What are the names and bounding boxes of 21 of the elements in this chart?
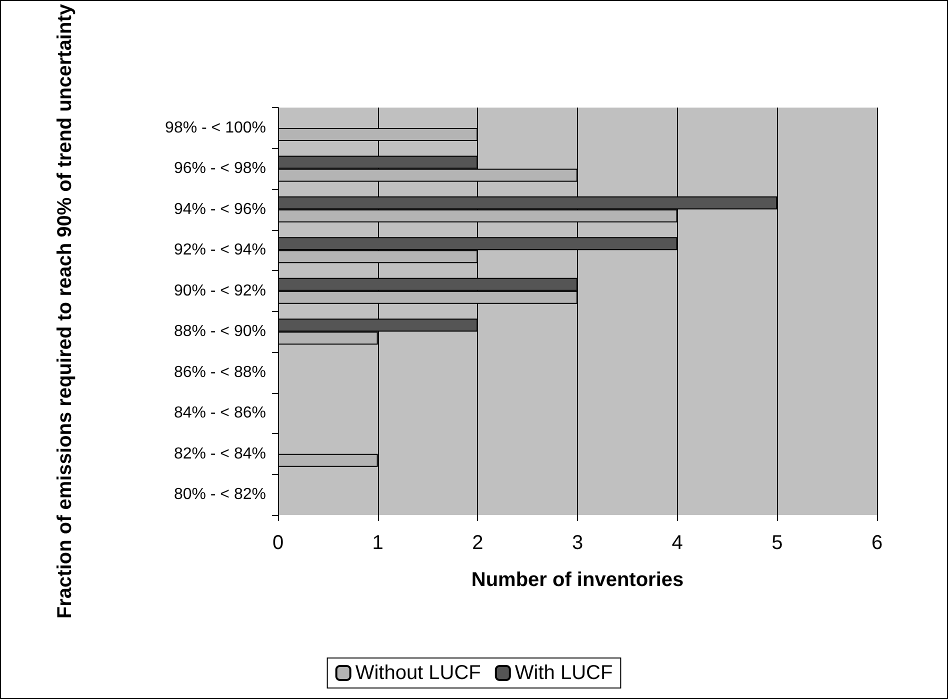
y-tick-label: 82% - < 84%: [174, 445, 266, 462]
y-tick-label: 86% - < 88%: [174, 364, 266, 381]
x-tick-label: 3: [572, 532, 584, 554]
y-tick-label: 92% - < 94%: [174, 242, 266, 259]
x-tick-label: 5: [772, 532, 783, 554]
x-tick-label: 2: [472, 532, 484, 554]
x-tick-label: 1: [372, 532, 384, 554]
x-axis-title: Number of inventories: [471, 569, 684, 591]
y-axis-title: Fraction of emissions required to reach 90% of trend uncertainty: [54, 3, 76, 619]
legend-label: With LUCF: [514, 662, 613, 684]
y-tick-label: 94% - < 96%: [174, 200, 266, 218]
y-tick-label: 90% - < 92%: [174, 282, 266, 300]
x-tick-label: 0: [272, 532, 284, 554]
y-tick-label: 96% - < 98%: [174, 160, 266, 178]
legend-label: Without LUCF: [355, 662, 481, 684]
y-tick-label: 80% - < 82%: [174, 486, 266, 504]
y-tick-label: 88% - < 90%: [174, 323, 266, 340]
y-tick-label: 98% - < 100%: [165, 119, 266, 136]
x-tick-label: 6: [871, 532, 883, 554]
x-tick-label: 4: [672, 532, 683, 554]
y-tick-label: 84% - < 86%: [174, 404, 266, 422]
